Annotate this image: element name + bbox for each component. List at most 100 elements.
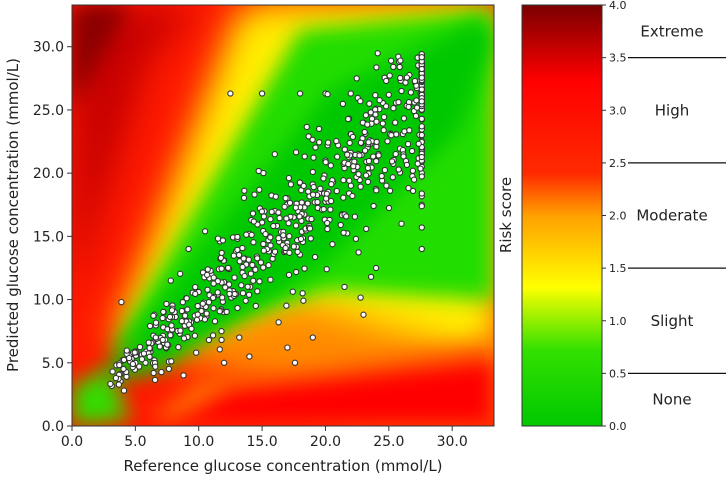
data-point (320, 206, 327, 213)
data-point (390, 63, 397, 71)
data-point (300, 182, 307, 190)
data-point (281, 203, 288, 210)
data-point (285, 174, 293, 182)
data-point (316, 139, 323, 146)
data-point (322, 159, 329, 166)
data-point (168, 307, 176, 314)
data-point (286, 233, 293, 240)
data-point (352, 235, 360, 243)
data-point (140, 350, 148, 357)
data-point (378, 172, 385, 180)
data-point (373, 187, 380, 194)
data-point (360, 311, 367, 318)
data-point (317, 185, 324, 192)
data-point (193, 349, 200, 356)
data-point (357, 98, 364, 105)
data-point (375, 152, 382, 159)
data-point (250, 239, 257, 246)
data-point (152, 363, 159, 370)
data-point (400, 153, 407, 160)
data-point (418, 153, 425, 161)
data-point (250, 277, 257, 284)
data-point (297, 235, 305, 243)
data-point (164, 341, 171, 348)
data-point (203, 310, 210, 317)
data-point (351, 213, 359, 220)
data-point (409, 167, 417, 174)
data-point (243, 231, 250, 238)
data-point (271, 151, 278, 158)
data-point (193, 316, 201, 323)
x-tick-label: 10.0 (183, 434, 214, 450)
data-point (309, 136, 316, 143)
data-point (309, 334, 316, 341)
data-point (258, 208, 266, 215)
data-point (241, 272, 248, 280)
risk-categories: None Slight Moderate High Extreme (636, 22, 707, 408)
data-point (115, 381, 123, 388)
data-point (290, 243, 297, 250)
data-point (129, 360, 137, 368)
data-point (123, 347, 130, 354)
data-point (270, 222, 277, 230)
data-point (384, 138, 391, 145)
data-point (418, 74, 425, 81)
data-point (413, 97, 420, 104)
data-point (192, 283, 199, 291)
data-point (242, 297, 249, 304)
data-point (304, 200, 311, 207)
data-point (146, 322, 154, 330)
data-point (152, 334, 159, 341)
data-point (210, 305, 217, 312)
data-point (370, 202, 377, 210)
data-point (136, 363, 143, 370)
data-point (385, 91, 392, 98)
data-point (180, 372, 187, 379)
colorbar-tick-label: 0.5 (609, 367, 627, 380)
data-point (405, 184, 412, 192)
data-point (300, 297, 307, 304)
data-point (209, 332, 217, 339)
data-point (333, 137, 340, 145)
data-point (315, 125, 323, 133)
data-point (180, 335, 188, 342)
data-point (404, 140, 412, 148)
data-point (349, 192, 356, 200)
x-tick-label: 25.0 (373, 434, 404, 450)
data-point (307, 235, 314, 242)
data-point (418, 245, 425, 253)
data-point (267, 216, 274, 223)
data-point (418, 86, 425, 93)
data-point (120, 365, 127, 373)
data-point (414, 160, 421, 167)
data-point (357, 139, 365, 146)
y-tick-label: 0.0 (42, 419, 64, 435)
data-point (397, 57, 404, 64)
data-point (301, 265, 308, 272)
data-point (418, 203, 425, 210)
data-point (245, 291, 253, 298)
data-point (165, 365, 173, 373)
data-point (166, 313, 174, 321)
data-point (299, 290, 306, 297)
data-point (418, 224, 425, 231)
data-point (282, 244, 289, 252)
data-point (362, 112, 370, 119)
risk-category-label: Moderate (636, 207, 707, 225)
data-point (150, 369, 157, 377)
data-point (201, 228, 209, 235)
data-point (236, 334, 243, 341)
x-axis-ticks: 0.0 5.0 10.0 15.0 20.0 25.0 30.0 (61, 426, 468, 450)
data-point (158, 368, 165, 376)
data-point (251, 191, 258, 198)
data-point (234, 304, 241, 312)
data-point (136, 343, 144, 351)
data-point (372, 264, 380, 272)
data-point (340, 194, 347, 201)
data-point (239, 263, 246, 271)
data-point (199, 300, 206, 307)
data-point (292, 222, 300, 229)
data-point (376, 97, 383, 104)
data-point (156, 343, 163, 350)
